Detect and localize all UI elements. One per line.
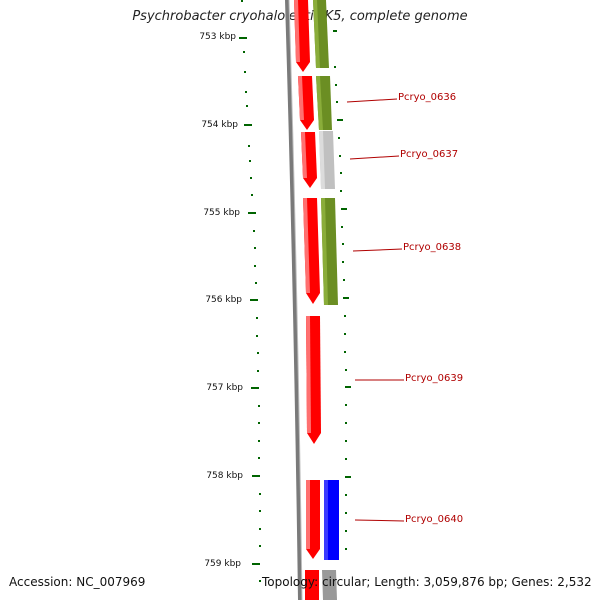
gene-label-pcryo-0636[interactable]: Pcryo_0636 (398, 92, 457, 103)
gene-label-pcryo-0638[interactable]: Pcryo_0638 (403, 242, 462, 253)
genome-backbone (285, 0, 302, 600)
forward-strand-track (294, 0, 321, 600)
feature-red-7 (305, 570, 319, 600)
scale-label-757: 757 kbp (206, 383, 243, 393)
gene-leader-lines (346, 98, 405, 522)
scale-label-755: 755 kbp (203, 208, 240, 218)
scale-label-758: 758 kbp (206, 471, 243, 481)
scale-label-754: 754 kbp (201, 120, 238, 130)
accession-text: Accession: NC_007969 (9, 575, 146, 589)
reverse-strand-track (313, 0, 339, 600)
gene-label-pcryo-0637[interactable]: Pcryo_0637 (400, 149, 459, 160)
scale-label-753: 753 kbp (199, 32, 236, 42)
gene-label-pcryo-0639[interactable]: Pcryo_0639 (405, 373, 464, 384)
scale-major-ticks (239, 37, 260, 565)
scale-label-756: 756 kbp (205, 295, 242, 305)
scale-label-759: 759 kbp (204, 559, 241, 569)
scale-minor-ticks (241, 0, 261, 582)
scale-right-ticks (333, 30, 351, 550)
feature-gray-2 (322, 570, 337, 600)
gene-label-pcryo-0640[interactable]: Pcryo_0640 (405, 514, 464, 525)
genome-summary-text: Topology: circular; Length: 3,059,876 bp… (262, 575, 592, 589)
